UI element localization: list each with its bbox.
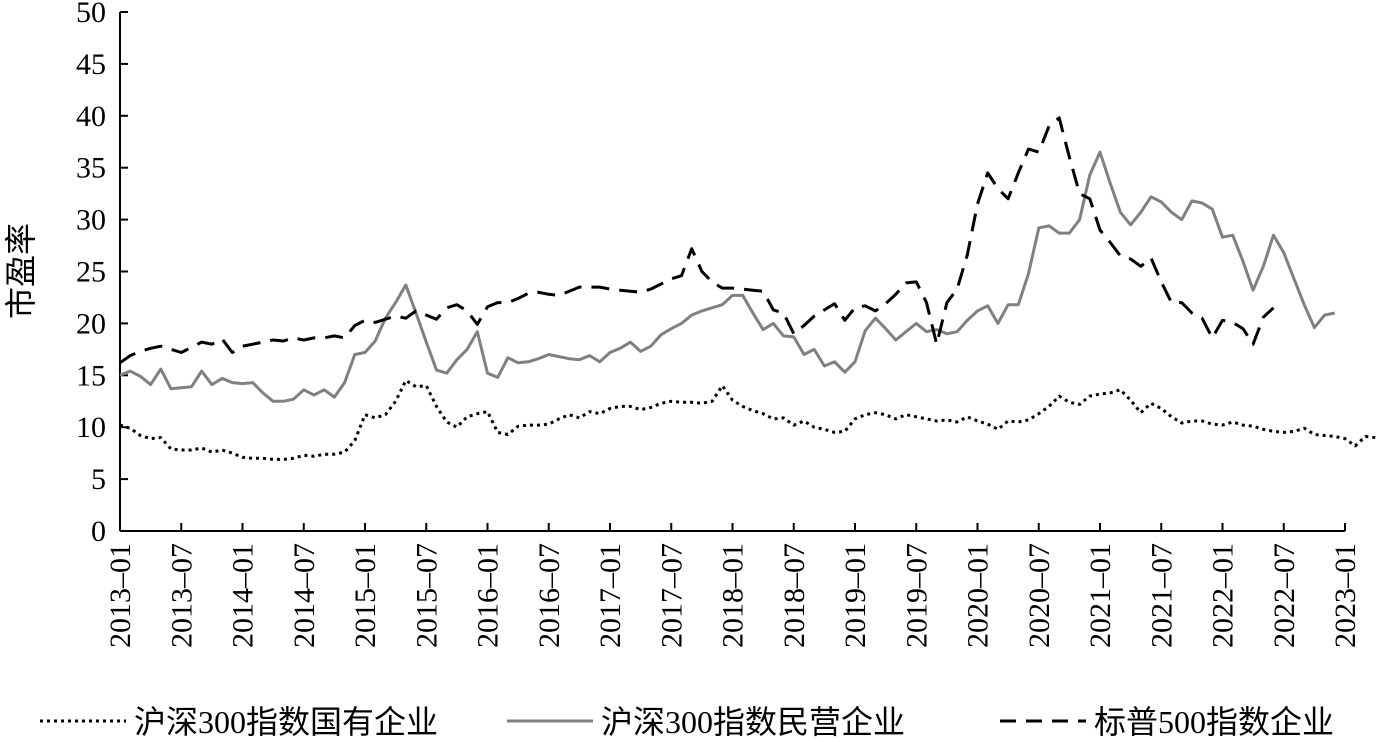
y-tick-label: 0 xyxy=(91,515,106,548)
legend-label-private: 沪深300指数民营企业 xyxy=(601,704,905,740)
axes xyxy=(119,12,1345,532)
x-tick-label: 2018–01 xyxy=(717,543,750,648)
x-tick-label: 2022–07 xyxy=(1268,543,1301,648)
x-tick-label: 2014–01 xyxy=(227,543,260,648)
y-tick-label: 45 xyxy=(76,48,106,81)
series-layer xyxy=(119,116,1376,461)
y-tick-label: 35 xyxy=(76,152,106,185)
x-tick-label: 2021–07 xyxy=(1145,543,1178,648)
series-line-1 xyxy=(119,150,1336,403)
x-tick-label: 2017–01 xyxy=(594,543,627,648)
y-tick-label: 10 xyxy=(76,411,106,444)
x-tick-label: 2013–01 xyxy=(104,543,137,648)
y-tick-label: 50 xyxy=(76,0,106,29)
y-tick-label: 30 xyxy=(76,204,106,237)
x-tick-label: 2013–07 xyxy=(165,543,198,648)
x-tick-label: 2018–07 xyxy=(778,543,811,648)
y-tick-label: 5 xyxy=(91,463,106,496)
series-line-2 xyxy=(119,116,1275,365)
x-tick-label: 2021–01 xyxy=(1084,543,1117,648)
legend-label-sp500: 标普500指数企业 xyxy=(1094,704,1334,740)
y-tick-label: 25 xyxy=(76,256,106,289)
y-tick-label: 20 xyxy=(76,307,106,340)
y-tick-label: 40 xyxy=(76,100,106,133)
x-ticks: 2013–01 2013–07 2014–01 2014–07 2015–01 2015–… xyxy=(104,523,1362,648)
x-tick-label: 2019–07 xyxy=(900,543,933,648)
legend: 沪深300指数国有企业 沪深300指数民营企业 标普500指数企业 xyxy=(40,704,1334,740)
x-tick-label: 2015–01 xyxy=(349,543,382,648)
y-tick-label: 15 xyxy=(76,359,106,392)
y-ticks: 0 5 10 15 20 25 30 35 40 45 50 xyxy=(76,0,128,548)
x-tick-label: 2022–01 xyxy=(1207,543,1240,648)
x-tick-label: 2023–01 xyxy=(1329,543,1362,648)
x-tick-label: 2015–07 xyxy=(410,543,443,648)
x-tick-label: 2020–07 xyxy=(1023,543,1056,648)
x-tick-label: 2020–01 xyxy=(962,543,995,648)
y-axis-label: 市盈率 xyxy=(3,223,39,319)
x-tick-label: 2016–07 xyxy=(533,543,566,648)
legend-label-soe: 沪深300指数国有企业 xyxy=(134,704,438,740)
x-tick-label: 2017–07 xyxy=(655,543,688,648)
x-tick-label: 2016–01 xyxy=(472,543,505,648)
x-tick-label: 2014–07 xyxy=(288,543,321,648)
x-tick-label: 2019–01 xyxy=(839,543,872,648)
